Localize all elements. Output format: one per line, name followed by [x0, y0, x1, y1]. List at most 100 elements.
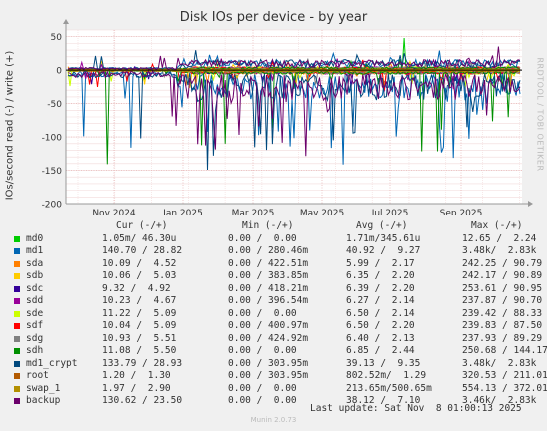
series-line-md1_crypt-write: [67, 50, 521, 70]
plot-area: Nov 2024 Jan 2025 Mar 2025 May 2025 Jul 2025…: [42, 19, 533, 215]
x-tick-label: May 2025: [300, 209, 344, 215]
legend-item: sdd 10.23 / 4.67 0.00 / 396.54m 6.27 / 2.14…: [10, 295, 542, 308]
legend-header-avg: Avg (-/+): [356, 220, 408, 231]
legend-series-name: sdf: [26, 320, 44, 331]
legend-avg-value: 213.65m/500.65m: [346, 382, 432, 394]
legend-cur-value: 1.20 / 1.30: [102, 370, 171, 381]
legend-min-value: 0.00 / 0.00: [228, 395, 297, 406]
y-tick-label: -100: [42, 134, 63, 144]
legend-cur-value: 1.97 / 2.90: [102, 382, 171, 394]
y-tick-label: 0: [56, 67, 62, 77]
legend-item: sdf 10.04 / 5.09 0.00 / 400.97m 6.50 / 2.20…: [10, 320, 542, 333]
legend-header-min: Min (-/+): [242, 220, 294, 231]
y-tick-label: 50: [51, 33, 63, 43]
legend-series-name: backup: [26, 395, 61, 406]
legend-swatch: [14, 298, 20, 304]
x-axis-arrow: [528, 201, 533, 207]
legend-max-value: 3.48k/ 2.83k: [462, 357, 537, 369]
legend-max-value: 3.46k/ 2.83k: [462, 395, 537, 406]
legend-max-value: 239.42 / 88.33: [462, 307, 543, 319]
legend-series-name: sdh: [26, 345, 44, 356]
legend-swatch: [14, 348, 20, 354]
legend-series-name: sdb: [26, 270, 44, 281]
legend-max-value: 237.93 / 89.29: [462, 332, 543, 344]
legend-avg-value: 39.13 / 9.35: [346, 357, 421, 369]
legend-min-value: 0.00 / 383.85m: [228, 270, 309, 281]
legend-min-value: 0.00 / 424.92m: [228, 332, 309, 344]
legend-item: sde 11.22 / 5.09 0.00 / 0.00 6.50 / 2.14 239…: [10, 308, 542, 321]
legend-swatch: [14, 335, 20, 342]
legend-min-value: 0.00 / 0.00: [228, 307, 297, 319]
legend-item: sdh 11.08 / 5.50 0.00 / 0.00 6.85 / 2.44 250…: [10, 345, 547, 358]
legend-cur-value: 133.79 / 28.93: [102, 357, 183, 369]
legend-max-value: 320.53 / 211.01: [462, 370, 547, 381]
legend-cur-value: 140.70 / 28.82: [102, 245, 183, 256]
legend-avg-value: 6.50 / 2.20: [346, 320, 415, 331]
legend-swatch: [14, 235, 20, 242]
axes: [63, 19, 533, 207]
legend-swatch: [14, 273, 20, 279]
x-tick-label: Jul 2025: [371, 209, 409, 215]
legend-avg-value: 6.27 / 2.14: [346, 295, 415, 306]
series-lines: [67, 37, 521, 171]
legend-cur-value: 9.32 / 4.92: [102, 282, 171, 294]
legend-min-value: 0.00 / 418.21m: [228, 282, 309, 294]
series-line-backup-read: [67, 69, 521, 157]
x-tick-label: Mar 2025: [232, 209, 275, 215]
legend-max-value: 250.68 / 144.17: [462, 345, 547, 356]
legend-cur-value: 10.23 / 4.67: [102, 295, 177, 306]
legend-series-name: sde: [26, 307, 44, 319]
legend-swatch: [14, 260, 20, 267]
series-line-md1_crypt-read: [67, 69, 521, 171]
legend-avg-value: 802.52m/ 1.29: [346, 370, 427, 381]
x-tick-label: Jan 2025: [162, 209, 203, 215]
legend-item: sdc 9.32 / 4.92 0.00 / 418.21m 6.39 / 2.20 2…: [10, 283, 542, 296]
legend-max-value: 253.61 / 90.95: [462, 282, 543, 294]
legend-swatch: [14, 373, 20, 379]
legend-avg-value: 38.12 / 7.10: [346, 395, 421, 406]
legend-item: swap_1 1.97 / 2.90 0.00 / 0.00 213.65m/500.…: [10, 383, 547, 396]
legend-avg-value: 6.40 / 2.13: [346, 332, 415, 344]
legend-max-value: 239.83 / 87.50: [462, 320, 543, 331]
x-tick-label: Sep 2025: [440, 209, 483, 215]
legend-item: sdg 10.93 / 5.51 0.00 / 424.92m 6.40 / 2.13…: [10, 333, 542, 346]
legend-swatch: [14, 398, 20, 404]
legend-avg-value: 6.35 / 2.20: [346, 270, 415, 281]
y-tick-label: -50: [47, 100, 62, 110]
legend-cur-value: 130.62 / 23.50: [102, 395, 183, 406]
legend-item: md1_crypt 133.79 / 28.93 0.00 / 303.95m 39.…: [10, 358, 536, 371]
legend-item: backup 130.62 / 23.50 0.00 / 0.00 38.12 / 7…: [10, 395, 536, 408]
legend-series-name: sdg: [26, 332, 44, 344]
legend-avg-value: 6.39 / 2.20: [346, 282, 415, 294]
legend-item: md1 140.70 / 28.82 0.00 / 280.46m 40.92 / 9…: [10, 245, 536, 258]
legend-cur-value: 11.08 / 5.50: [102, 345, 177, 356]
legend-avg-value: 40.92 / 9.27: [346, 245, 421, 256]
legend-avg-value: 6.85 / 2.44: [346, 345, 415, 356]
legend-max-value: 242.17 / 90.89: [462, 270, 543, 281]
legend-swatch: [14, 360, 20, 367]
munin-version: Munin 2.0.73: [250, 416, 297, 424]
legend-max-value: 237.87 / 90.70: [462, 295, 543, 306]
legend-item: md0 1.05m/ 46.30u 0.00 / 0.00 1.71m/345.61u…: [10, 233, 536, 246]
legend-min-value: 0.00 / 396.54m: [228, 295, 309, 306]
legend-series-name: sdd: [26, 295, 44, 306]
legend-header-max: Max (-/+): [471, 220, 523, 231]
legend-series-name: root: [26, 370, 49, 381]
legend-max-value: 554.13 / 372.01: [462, 382, 547, 394]
legend-header-cur: Cur (-/+): [116, 220, 168, 231]
legend-min-value: 0.00 / 422.51m: [228, 257, 309, 269]
legend-min-value: 0.00 / 303.95m: [228, 357, 309, 369]
legend-min-value: 0.00 / 0.00: [228, 232, 297, 244]
legend-header: Cur (-/+) Min (-/+) Avg (-/+) Max (-/+): [10, 220, 522, 233]
legend-min-value: 0.00 / 280.46m: [228, 245, 309, 256]
legend-series-name: sdc: [26, 282, 44, 294]
legend-max-value: 3.48k/ 2.83k: [462, 245, 537, 256]
legend-min-value: 0.00 / 0.00: [228, 382, 297, 394]
legend-max-value: 12.65 / 2.24: [462, 232, 537, 244]
last-update: Last update: Sat Nov 8 01:00:13 2025: [310, 403, 522, 414]
legend-avg-value: 6.50 / 2.14: [346, 307, 415, 319]
legend-avg-value: 1.71m/345.61u: [346, 232, 421, 244]
legend-cur-value: 1.05m/ 46.30u: [102, 232, 177, 244]
legend-min-value: 0.00 / 0.00: [228, 345, 297, 356]
y-axis-arrow: [63, 19, 69, 24]
